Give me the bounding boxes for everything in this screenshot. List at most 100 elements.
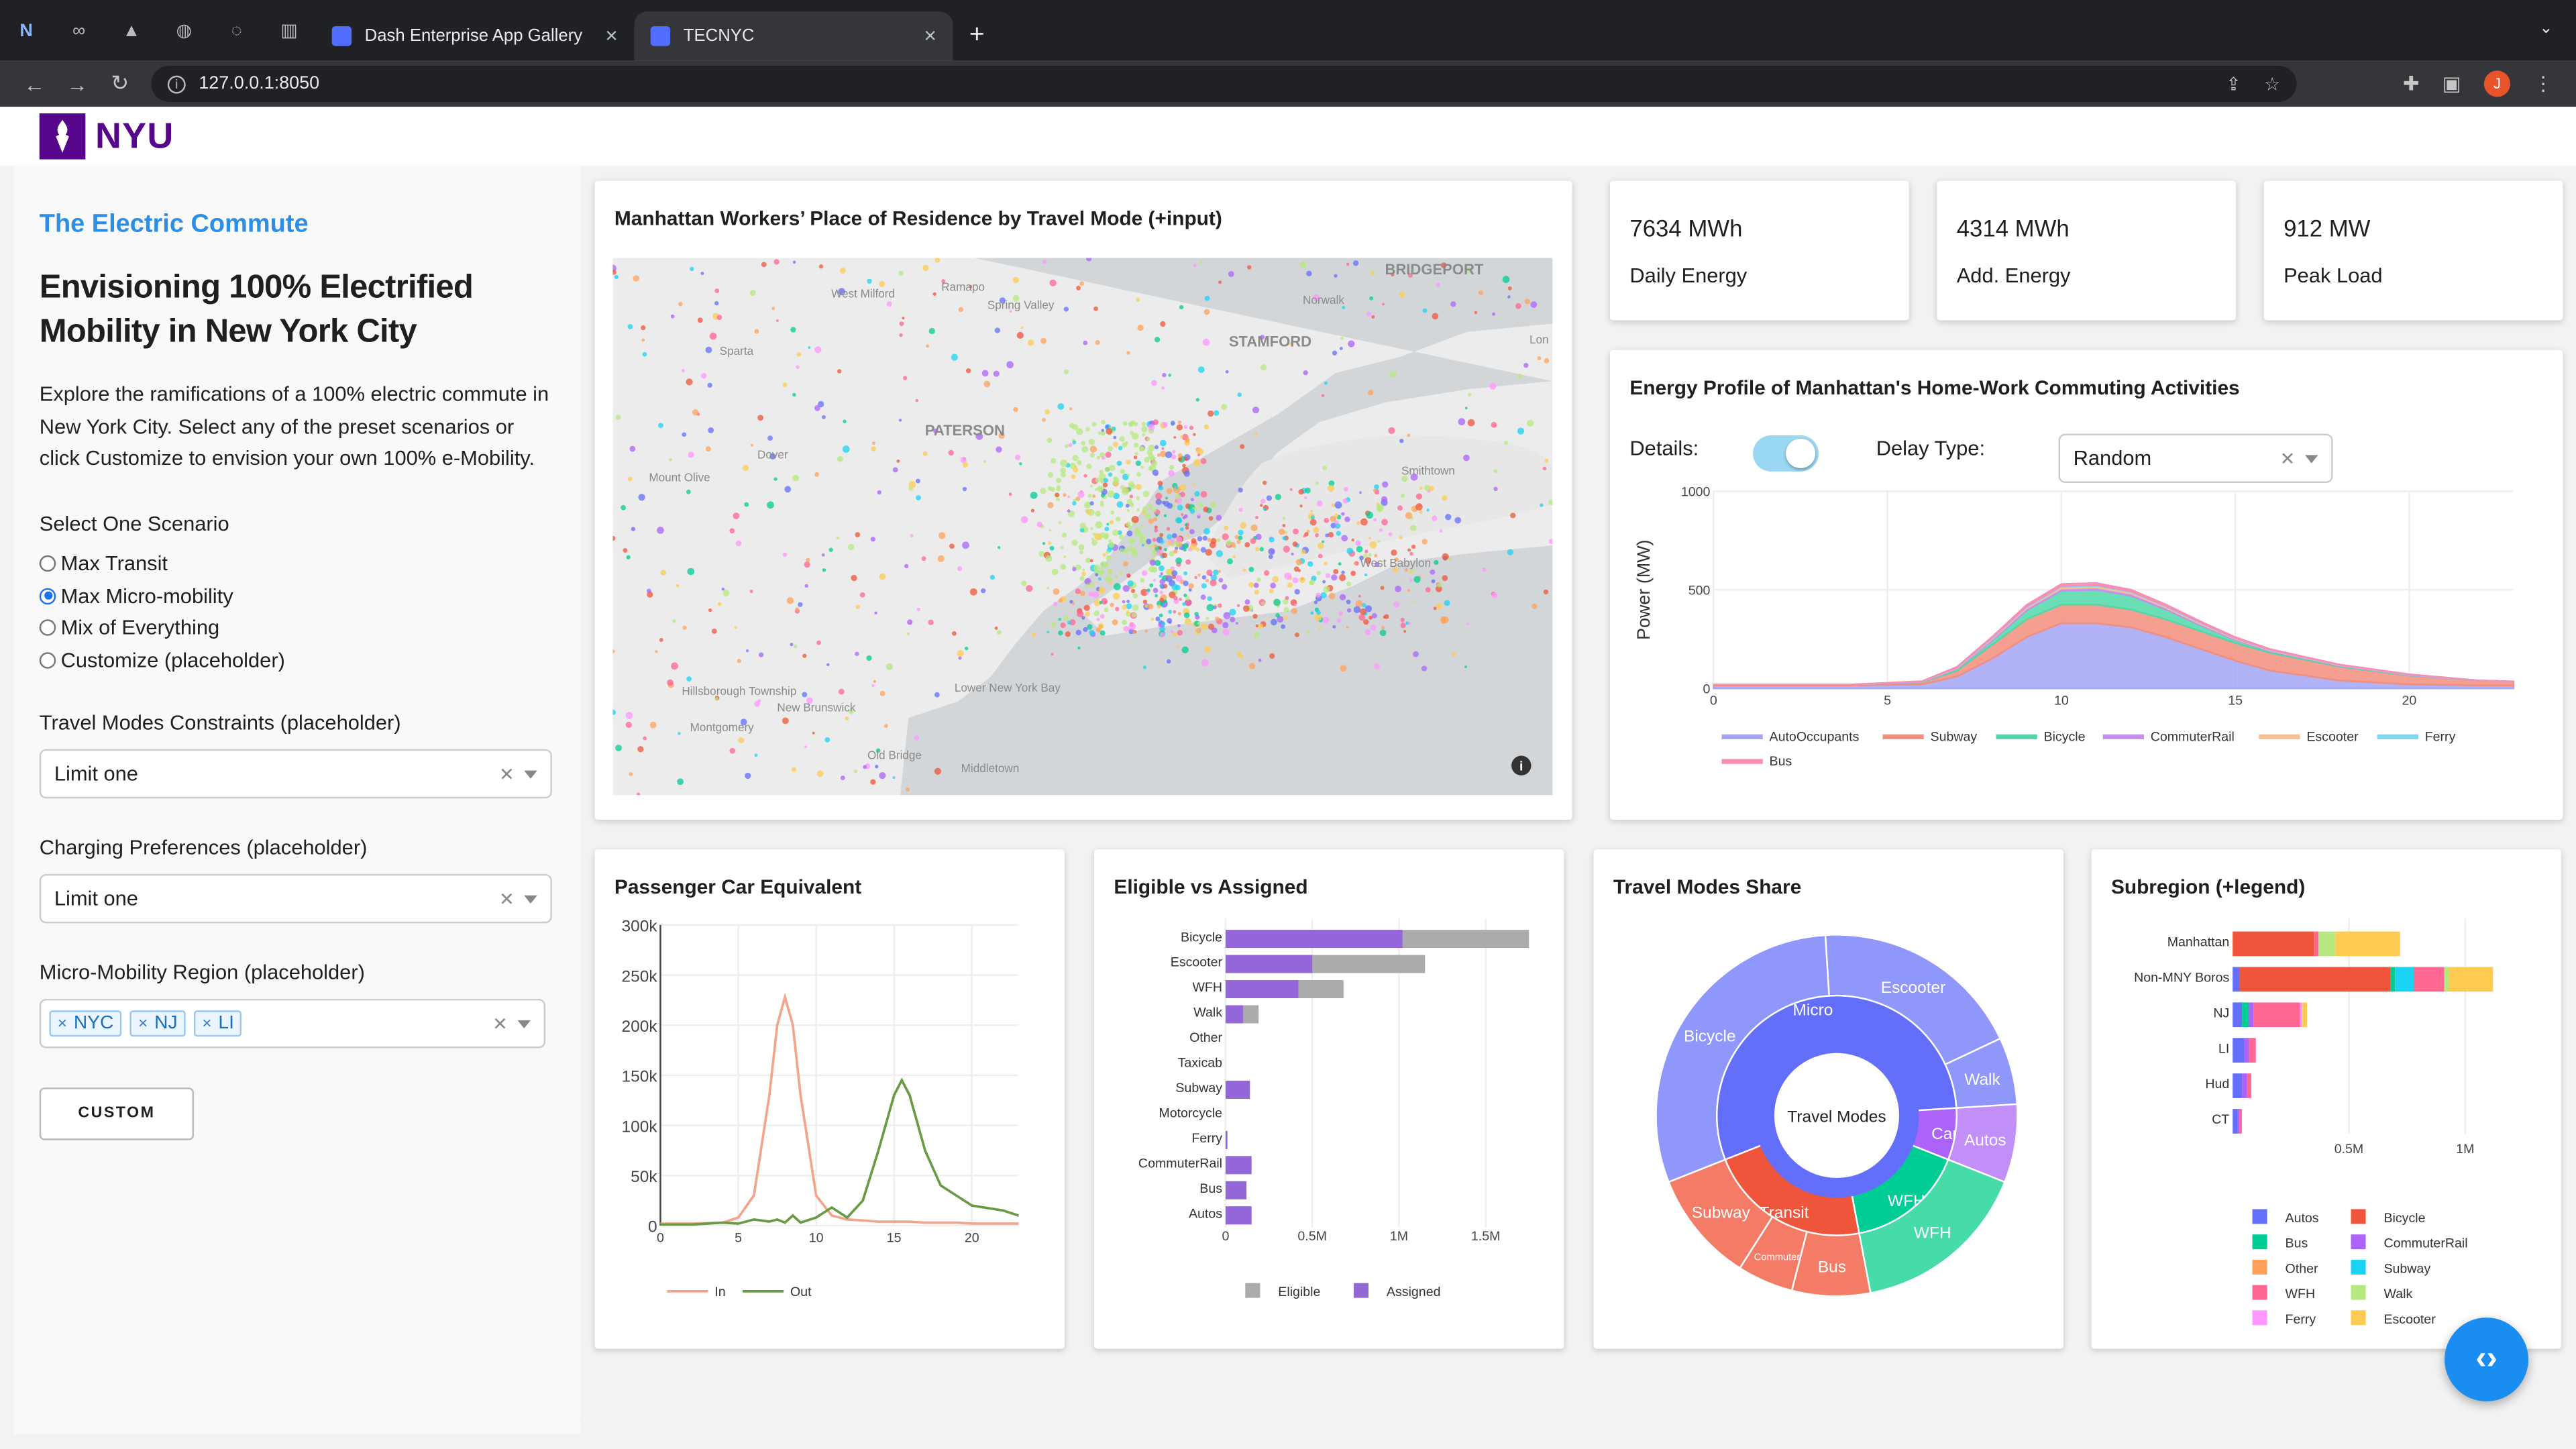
map-point bbox=[1067, 620, 1071, 625]
delay-type-label: Delay Type: bbox=[1876, 437, 1986, 460]
share-icon[interactable]: ⇪ bbox=[2226, 74, 2241, 95]
map-point bbox=[1020, 516, 1028, 524]
map-point bbox=[1126, 508, 1130, 513]
map-point bbox=[1103, 535, 1109, 540]
chevron-down-icon[interactable] bbox=[524, 769, 537, 778]
details-toggle[interactable] bbox=[1753, 435, 1819, 472]
map-point bbox=[1171, 533, 1177, 539]
clear-icon[interactable]: ✕ bbox=[498, 765, 515, 785]
chevron-down-icon[interactable] bbox=[524, 894, 537, 903]
radio-button-selected[interactable] bbox=[39, 588, 56, 604]
eligible-chart[interactable]: 0 0.5M 1M 1.5M Bicycle Escooter WFH Walk Other Ta… bbox=[1094, 912, 1564, 1342]
map-point bbox=[1184, 618, 1191, 625]
map-point bbox=[1123, 561, 1128, 567]
site-info-icon[interactable]: i bbox=[167, 74, 186, 93]
chip-remove-icon[interactable]: × bbox=[138, 1014, 148, 1033]
map-point bbox=[1309, 519, 1317, 526]
map-point bbox=[1069, 462, 1077, 470]
region-chip[interactable]: × NJ bbox=[129, 1009, 186, 1036]
radio-button[interactable] bbox=[39, 555, 56, 572]
map-point bbox=[1371, 315, 1375, 319]
map-point bbox=[1281, 624, 1286, 629]
browser-menu-icon[interactable]: ⋮ bbox=[2533, 72, 2553, 96]
scenario-option-customize[interactable]: Customize (placeholder) bbox=[39, 644, 554, 676]
map-point bbox=[1071, 539, 1078, 546]
side-panel-icon[interactable]: ▣ bbox=[2442, 72, 2461, 96]
region-multiselect[interactable]: × NYC × NJ × LI ✕ bbox=[39, 998, 546, 1048]
map-point bbox=[1123, 547, 1129, 554]
map-point bbox=[1375, 561, 1380, 568]
tab-search-chevron-icon[interactable]: ⌄ bbox=[2539, 19, 2553, 38]
map-point bbox=[1207, 596, 1212, 602]
region-chip[interactable]: × LI bbox=[194, 1009, 243, 1036]
pce-chart[interactable]: 0 50k 100k 150k 200k 250k 300k 0 5 10 15 20 In Out bbox=[595, 912, 1065, 1342]
dropdown-value: Limit one bbox=[54, 886, 138, 910]
subregion-chart[interactable]: 0.5M 1M Manhattan Non-MNY Boros NJ LI Hud CT Aut… bbox=[2092, 912, 2561, 1342]
scenario-option-max-micro-mobility[interactable]: Max Micro-mobility bbox=[39, 580, 554, 612]
clear-icon[interactable]: ✕ bbox=[498, 890, 515, 910]
scenario-option-max-transit[interactable]: Max Transit bbox=[39, 548, 554, 580]
chip-remove-icon[interactable]: × bbox=[202, 1014, 212, 1033]
map-point bbox=[843, 419, 847, 423]
chevron-down-icon[interactable] bbox=[517, 1019, 531, 1028]
map-point bbox=[1363, 619, 1369, 625]
new-tab-plus-icon[interactable]: + bbox=[969, 21, 985, 50]
pinned-tab-globe-icon[interactable]: ◌ bbox=[231, 20, 242, 41]
back-arrow-icon[interactable]: ← bbox=[23, 71, 46, 97]
map-point bbox=[1175, 536, 1183, 543]
code-toggle-button[interactable]: ‹› bbox=[2445, 1318, 2528, 1401]
map-point bbox=[1097, 431, 1102, 435]
y-tick-label: 250k bbox=[622, 967, 658, 985]
map-point bbox=[804, 561, 810, 568]
pinned-tab-icon[interactable]: ▲ bbox=[122, 20, 141, 41]
address-bar[interactable]: i 127.0.0.1:8050 ⇪ ☆ bbox=[151, 65, 2297, 102]
scenario-option-mix[interactable]: Mix of Everything bbox=[39, 612, 554, 644]
bookmark-star-icon[interactable]: ☆ bbox=[2264, 74, 2281, 95]
map-point bbox=[729, 528, 735, 534]
map-point bbox=[1044, 409, 1051, 415]
forward-arrow-icon[interactable]: → bbox=[66, 71, 89, 97]
map-point bbox=[983, 460, 987, 464]
map-point bbox=[867, 278, 872, 284]
pinned-tab-dash-icon[interactable]: ▥ bbox=[280, 21, 298, 42]
map-point bbox=[814, 346, 822, 354]
region-chip[interactable]: × NYC bbox=[49, 1009, 122, 1036]
map-point bbox=[1440, 262, 1447, 268]
chevron-down-icon[interactable] bbox=[2304, 455, 2318, 464]
map-point bbox=[1297, 569, 1301, 572]
map-info-icon[interactable] bbox=[1511, 755, 1532, 775]
map-point bbox=[658, 423, 663, 429]
dash-favicon-icon bbox=[650, 26, 671, 46]
reload-icon[interactable]: ↻ bbox=[111, 70, 129, 96]
bar-assigned bbox=[1225, 930, 1403, 949]
map-point bbox=[1199, 261, 1203, 265]
map-point bbox=[1155, 498, 1162, 505]
map-point bbox=[1109, 520, 1114, 525]
extensions-puzzle-icon[interactable]: ✚ bbox=[2402, 72, 2420, 96]
charging-dropdown[interactable]: Limit one ✕ bbox=[39, 873, 552, 923]
radio-button[interactable] bbox=[39, 619, 56, 637]
bar-segment-escooter bbox=[2302, 1002, 2308, 1028]
pinned-tab-globe-icon[interactable]: ◍ bbox=[176, 21, 193, 42]
map-point bbox=[1491, 592, 1498, 598]
map-point bbox=[717, 602, 722, 606]
pinned-tab-icon[interactable]: ∞ bbox=[72, 20, 86, 41]
tab-close-icon[interactable]: × bbox=[605, 23, 618, 48]
tab-close-icon[interactable]: × bbox=[924, 23, 936, 48]
clear-icon[interactable]: ✕ bbox=[2279, 450, 2296, 470]
browser-tab[interactable]: Dash Enterprise App Gallery × bbox=[315, 11, 634, 60]
energy-profile-chart[interactable]: 0 500 1000 0 5 10 15 20 Power (MW) AutoOccupants S… bbox=[1610, 478, 2563, 815]
map-point bbox=[668, 458, 672, 462]
radio-button[interactable] bbox=[39, 651, 56, 669]
map-point bbox=[1159, 533, 1164, 537]
chip-remove-icon[interactable]: × bbox=[57, 1014, 68, 1033]
delay-type-dropdown[interactable]: Random ✕ bbox=[2058, 433, 2333, 484]
profile-avatar[interactable]: J bbox=[2483, 70, 2511, 97]
custom-button[interactable]: CUSTOM bbox=[39, 1087, 194, 1140]
browser-tab-active[interactable]: TECNYC × bbox=[634, 11, 953, 61]
travel-modes-dropdown[interactable]: Limit one ✕ bbox=[39, 748, 552, 798]
clear-icon[interactable]: ✕ bbox=[492, 1014, 508, 1034]
pinned-tab-notion-icon[interactable]: N bbox=[19, 20, 33, 41]
